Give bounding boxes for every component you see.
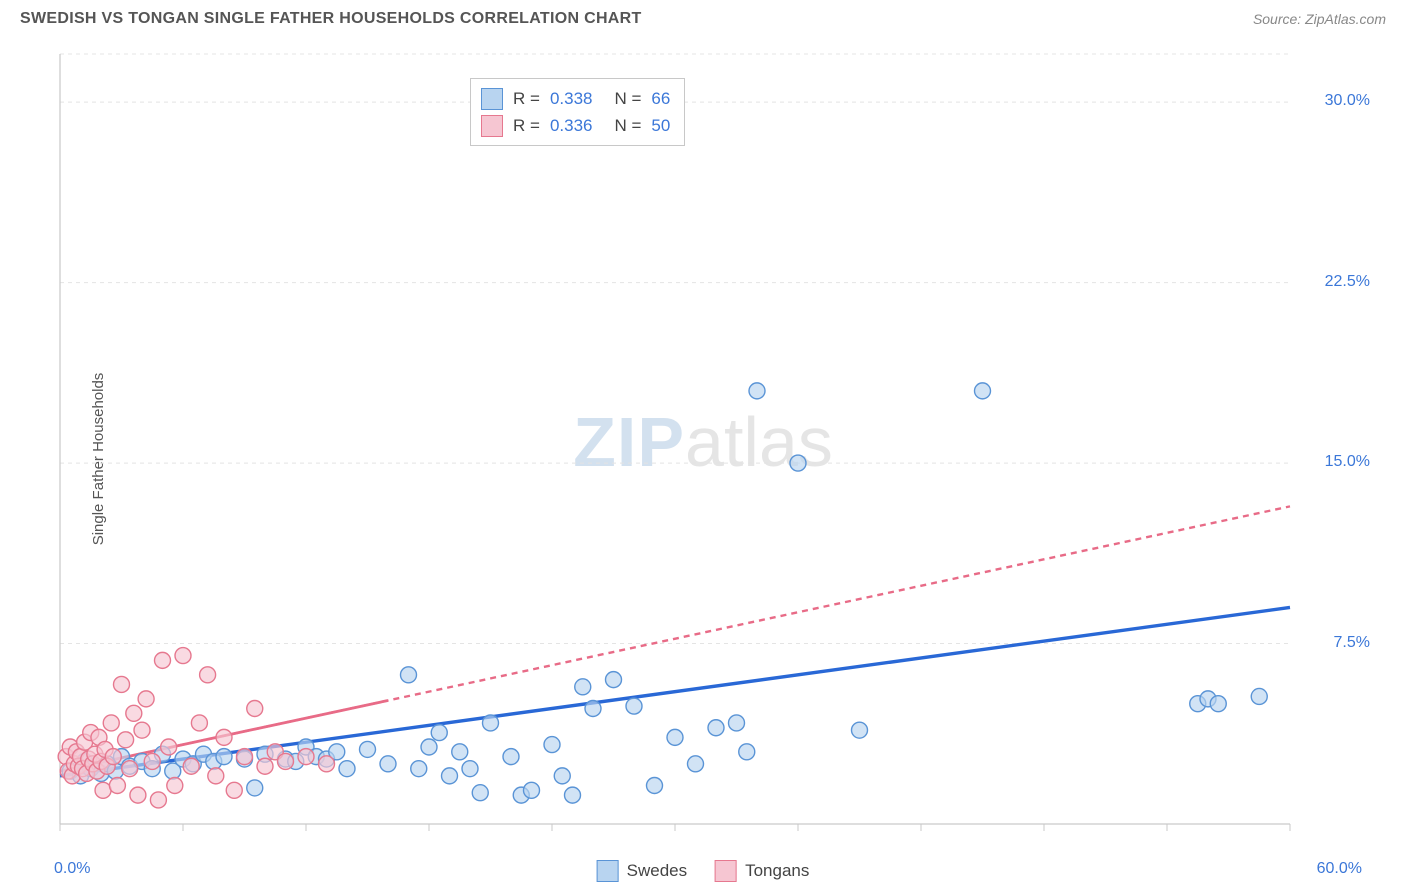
y-tick-label: 15.0% (1325, 453, 1370, 471)
n-value: 66 (651, 85, 670, 112)
legend-label: Swedes (627, 861, 687, 881)
n-value: 50 (651, 112, 670, 139)
legend-item: Tongans (715, 860, 809, 882)
r-value: 0.336 (550, 112, 593, 139)
legend-swatch (481, 115, 503, 137)
source-attribution: Source: ZipAtlas.com (1253, 11, 1386, 27)
chart-header: SWEDISH VS TONGAN SINGLE FATHER HOUSEHOL… (0, 0, 1406, 34)
scatter-plot (50, 34, 1370, 884)
legend-swatch (715, 860, 737, 882)
correlation-legend-row: R = 0.336 N = 50 (481, 112, 670, 139)
n-label: N = (614, 112, 641, 139)
y-tick-label: 7.5% (1334, 634, 1370, 652)
x-axis-min-label: 0.0% (54, 860, 90, 878)
y-tick-label: 22.5% (1325, 273, 1370, 291)
correlation-legend: R = 0.338 N = 66 R = 0.336 N = 50 (470, 78, 685, 146)
chart-title: SWEDISH VS TONGAN SINGLE FATHER HOUSEHOL… (20, 10, 642, 28)
x-axis-max-label: 60.0% (1317, 860, 1362, 878)
r-label: R = (513, 112, 540, 139)
legend-label: Tongans (745, 861, 809, 881)
correlation-legend-row: R = 0.338 N = 66 (481, 85, 670, 112)
y-tick-label: 30.0% (1325, 92, 1370, 110)
series-legend: Swedes Tongans (597, 860, 810, 882)
n-label: N = (614, 85, 641, 112)
legend-swatch (481, 88, 503, 110)
r-value: 0.338 (550, 85, 593, 112)
legend-swatch (597, 860, 619, 882)
legend-item: Swedes (597, 860, 687, 882)
r-label: R = (513, 85, 540, 112)
chart-area: Single Father Households ZIPatlas R = 0.… (0, 34, 1406, 884)
